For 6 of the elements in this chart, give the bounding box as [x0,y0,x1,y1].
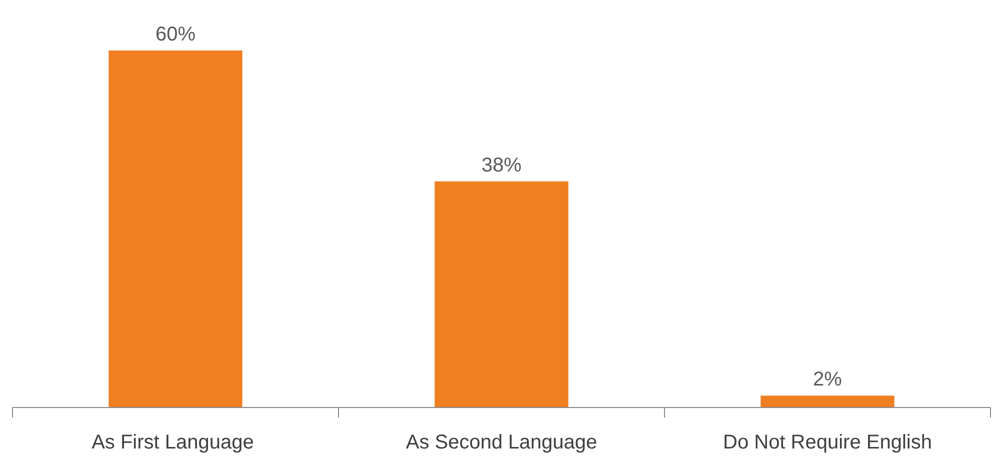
x-tick-label: Do Not Require English [723,432,932,454]
data-label: 38% [481,154,522,176]
x-tick-label: As First Language [92,432,254,454]
data-label: 2% [813,368,842,391]
data-label: 60% [155,23,196,46]
x-tick-label: As Second Language [406,432,598,454]
